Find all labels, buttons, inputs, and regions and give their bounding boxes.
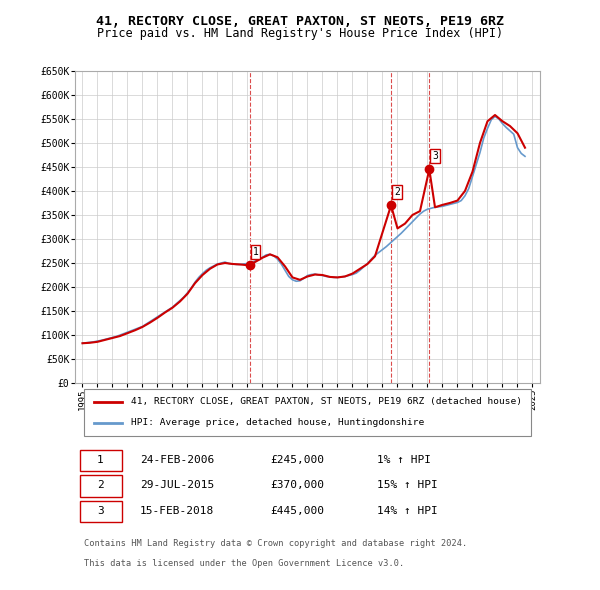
FancyBboxPatch shape bbox=[80, 450, 121, 471]
Text: 15-FEB-2018: 15-FEB-2018 bbox=[140, 506, 214, 516]
Text: 3: 3 bbox=[432, 150, 438, 160]
Text: 3: 3 bbox=[97, 506, 104, 516]
Text: 14% ↑ HPI: 14% ↑ HPI bbox=[377, 506, 438, 516]
Text: 41, RECTORY CLOSE, GREAT PAXTON, ST NEOTS, PE19 6RZ: 41, RECTORY CLOSE, GREAT PAXTON, ST NEOT… bbox=[96, 15, 504, 28]
Text: 1: 1 bbox=[97, 455, 104, 465]
Text: 1% ↑ HPI: 1% ↑ HPI bbox=[377, 455, 431, 465]
FancyBboxPatch shape bbox=[80, 501, 121, 522]
Text: This data is licensed under the Open Government Licence v3.0.: This data is licensed under the Open Gov… bbox=[84, 559, 404, 568]
Text: 24-FEB-2006: 24-FEB-2006 bbox=[140, 455, 214, 465]
FancyBboxPatch shape bbox=[84, 389, 531, 435]
Text: 2: 2 bbox=[394, 187, 400, 197]
Text: Contains HM Land Registry data © Crown copyright and database right 2024.: Contains HM Land Registry data © Crown c… bbox=[84, 539, 467, 548]
Text: 1: 1 bbox=[253, 247, 259, 257]
Text: 2: 2 bbox=[97, 480, 104, 490]
Text: HPI: Average price, detached house, Huntingdonshire: HPI: Average price, detached house, Hunt… bbox=[131, 418, 424, 427]
Text: £245,000: £245,000 bbox=[270, 455, 324, 465]
Text: 15% ↑ HPI: 15% ↑ HPI bbox=[377, 480, 438, 490]
Text: Price paid vs. HM Land Registry's House Price Index (HPI): Price paid vs. HM Land Registry's House … bbox=[97, 27, 503, 40]
Text: 29-JUL-2015: 29-JUL-2015 bbox=[140, 480, 214, 490]
FancyBboxPatch shape bbox=[80, 476, 121, 497]
Text: £445,000: £445,000 bbox=[270, 506, 324, 516]
Text: 41, RECTORY CLOSE, GREAT PAXTON, ST NEOTS, PE19 6RZ (detached house): 41, RECTORY CLOSE, GREAT PAXTON, ST NEOT… bbox=[131, 397, 522, 406]
Text: £370,000: £370,000 bbox=[270, 480, 324, 490]
